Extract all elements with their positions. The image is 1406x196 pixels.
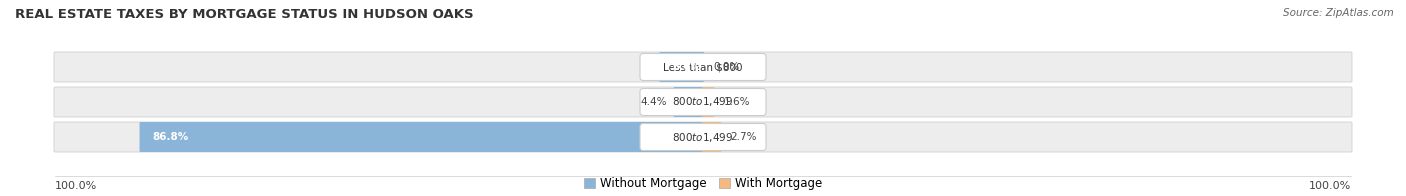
FancyBboxPatch shape xyxy=(139,122,704,152)
FancyBboxPatch shape xyxy=(640,123,766,151)
FancyBboxPatch shape xyxy=(673,87,704,117)
Text: REAL ESTATE TAXES BY MORTGAGE STATUS IN HUDSON OAKS: REAL ESTATE TAXES BY MORTGAGE STATUS IN … xyxy=(15,8,474,21)
Text: $800 to $1,499: $800 to $1,499 xyxy=(672,131,734,143)
Text: 86.8%: 86.8% xyxy=(152,132,188,142)
Text: Less than $800: Less than $800 xyxy=(664,62,742,72)
Text: $800 to $1,499: $800 to $1,499 xyxy=(672,95,734,109)
FancyBboxPatch shape xyxy=(702,122,721,152)
Text: 100.0%: 100.0% xyxy=(1309,181,1351,191)
FancyBboxPatch shape xyxy=(53,87,1353,117)
Text: 6.6%: 6.6% xyxy=(672,62,702,72)
Text: 2.7%: 2.7% xyxy=(731,132,756,142)
FancyBboxPatch shape xyxy=(53,122,1353,152)
Text: 4.4%: 4.4% xyxy=(640,97,666,107)
Text: 0.0%: 0.0% xyxy=(713,62,740,72)
FancyBboxPatch shape xyxy=(640,89,766,115)
Legend: Without Mortgage, With Mortgage: Without Mortgage, With Mortgage xyxy=(583,177,823,190)
Text: 100.0%: 100.0% xyxy=(55,181,97,191)
FancyBboxPatch shape xyxy=(640,54,766,81)
Text: 1.6%: 1.6% xyxy=(723,97,749,107)
FancyBboxPatch shape xyxy=(53,52,1353,82)
Text: Source: ZipAtlas.com: Source: ZipAtlas.com xyxy=(1284,8,1393,18)
FancyBboxPatch shape xyxy=(659,52,704,82)
FancyBboxPatch shape xyxy=(702,87,714,117)
